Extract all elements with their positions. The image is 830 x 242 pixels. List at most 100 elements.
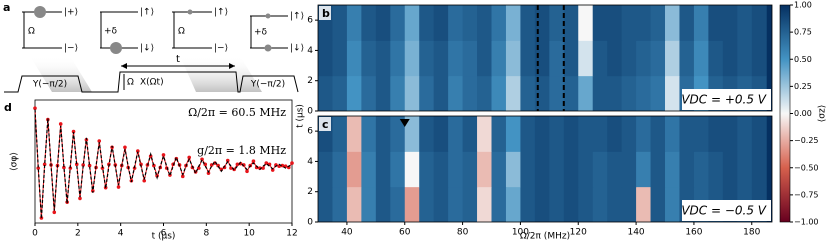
panel-label: d bbox=[4, 101, 12, 114]
y-axis-label: ⟨σφ⟩ bbox=[10, 152, 20, 171]
heatmap-cell bbox=[693, 151, 709, 188]
heatmap-cell bbox=[693, 5, 709, 41]
colorbar-tick-label: 0.75 bbox=[794, 28, 812, 37]
heatmap-cell bbox=[650, 40, 666, 77]
heatmap-cell bbox=[563, 40, 579, 77]
heatmap-cell bbox=[448, 116, 464, 152]
data-point bbox=[264, 161, 269, 165]
data-point bbox=[245, 169, 249, 174]
colorbar-tick-label: −1.00 bbox=[794, 218, 819, 227]
data-point bbox=[36, 166, 41, 170]
data-point bbox=[261, 166, 265, 170]
heatmap-cell bbox=[665, 40, 680, 77]
arrow-head bbox=[121, 63, 127, 69]
population bbox=[110, 42, 122, 54]
heatmap-cell bbox=[520, 75, 536, 111]
heatmap-cell bbox=[534, 186, 550, 222]
data-point bbox=[290, 161, 294, 165]
data-point bbox=[270, 168, 275, 172]
coupling-label: Ω bbox=[28, 27, 35, 37]
heatmap-cell bbox=[650, 186, 666, 222]
data-point bbox=[100, 166, 105, 170]
heatmap-cell bbox=[607, 5, 623, 41]
plot-frame bbox=[317, 4, 773, 112]
heatmap-cell bbox=[346, 151, 362, 188]
data-point bbox=[74, 162, 79, 167]
heatmap-cell bbox=[448, 5, 464, 41]
heatmap-cell bbox=[477, 151, 493, 188]
data-point bbox=[251, 159, 256, 163]
heatmap-cell bbox=[578, 116, 594, 152]
x-axis-label: t (μs) bbox=[152, 232, 176, 242]
heatmap-cell bbox=[462, 186, 478, 222]
level-label: |−⟩ bbox=[64, 44, 78, 54]
heatmap-cell bbox=[332, 151, 348, 188]
heatmap-cell bbox=[505, 186, 521, 222]
heatmap-cell bbox=[722, 5, 738, 41]
heatmap-cell bbox=[346, 116, 362, 152]
population bbox=[187, 9, 193, 15]
heatmap-cell bbox=[375, 116, 391, 152]
heatmap-cell bbox=[679, 5, 695, 41]
data-point bbox=[123, 145, 127, 150]
heatmap-cell bbox=[737, 40, 753, 77]
heatmap-cell bbox=[361, 116, 377, 152]
heatmap-cell bbox=[621, 75, 637, 111]
x-tick-label: 140 bbox=[627, 228, 644, 238]
y-tick-label: 0 bbox=[307, 218, 313, 228]
heatmap-cell bbox=[520, 40, 536, 77]
heatmap-cell bbox=[578, 186, 594, 222]
heatmap-cell bbox=[578, 5, 594, 41]
heatmap-cell bbox=[636, 116, 652, 152]
data-point bbox=[91, 189, 95, 193]
heatmap-cell bbox=[477, 186, 493, 222]
level-label: |↓⟩ bbox=[290, 44, 304, 54]
heatmap-cell bbox=[462, 151, 478, 188]
population bbox=[265, 13, 271, 19]
heatmap-cell bbox=[332, 75, 348, 111]
heatmap-cell bbox=[592, 5, 608, 41]
heatmap-cell bbox=[433, 75, 449, 111]
heatmap-cell bbox=[491, 75, 507, 111]
coupling-label: +δ bbox=[104, 27, 118, 37]
heatmap-cell bbox=[665, 151, 680, 188]
data-point bbox=[71, 129, 76, 134]
heatmap-cell bbox=[607, 116, 623, 152]
pulse-label: X(Ωt) bbox=[140, 78, 164, 88]
heatmap-cell bbox=[563, 5, 579, 41]
heatmap-cell bbox=[693, 40, 709, 77]
colorbar-tick-label: −0.75 bbox=[794, 190, 819, 199]
heatmap-cell bbox=[419, 186, 435, 222]
heatmap-cell bbox=[433, 5, 449, 41]
heatmap-cell bbox=[318, 186, 333, 222]
heatmap-cell bbox=[520, 151, 536, 188]
data-point bbox=[97, 139, 102, 143]
x-tick-label: 180 bbox=[743, 228, 760, 238]
colorbar bbox=[779, 4, 791, 223]
heatmap-cell bbox=[390, 186, 406, 222]
colorbar-label: ⟨σz⟩ bbox=[818, 105, 828, 122]
heatmap-cell bbox=[346, 186, 362, 222]
heatmap-cell bbox=[607, 186, 623, 222]
data-point bbox=[206, 171, 211, 175]
colorbar-tick-label: 0.50 bbox=[794, 55, 812, 64]
colorbar-tick-label: −0.50 bbox=[794, 163, 819, 172]
pulse-label: Y(−π/2) bbox=[32, 80, 67, 90]
heatmap-cell bbox=[520, 186, 536, 222]
heatmap-cell bbox=[563, 151, 579, 188]
heatmap-cell bbox=[592, 116, 608, 152]
heatmap-cell bbox=[462, 40, 478, 77]
x-tick-label: 0 bbox=[32, 229, 38, 239]
heatmap-cell bbox=[636, 40, 652, 77]
data-point bbox=[235, 162, 240, 167]
heatmap-cell bbox=[332, 116, 348, 152]
data-point bbox=[87, 163, 92, 168]
heatmap-cell bbox=[390, 5, 406, 41]
heatmap-cell bbox=[592, 40, 608, 77]
heatmap-cell bbox=[433, 151, 449, 188]
heatmap-cell bbox=[549, 116, 565, 152]
heatmap-cell bbox=[693, 116, 709, 152]
cone bbox=[180, 56, 262, 92]
heatmap-cell bbox=[390, 75, 406, 111]
